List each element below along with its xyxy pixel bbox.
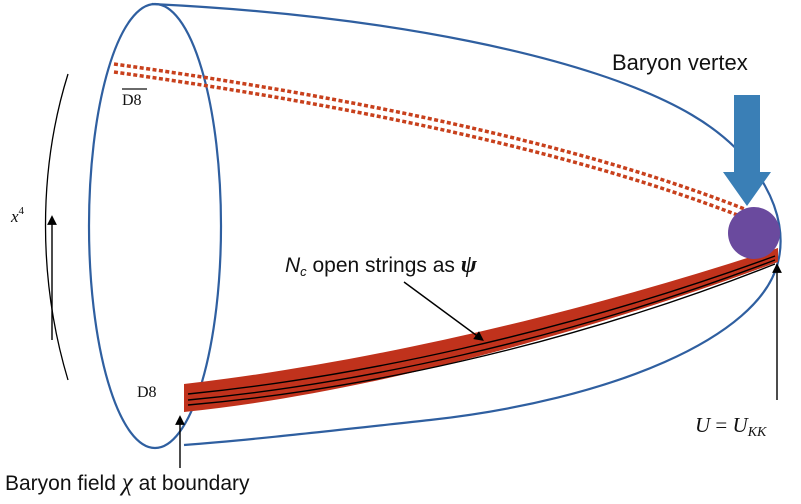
anti-d8-brane <box>113 62 753 220</box>
x4-label: x4 <box>10 205 25 226</box>
baryon-field-label: Baryon field χ at boundary <box>5 469 250 496</box>
boundary-ellipse <box>87 2 223 450</box>
d8-label: D8 <box>137 384 157 401</box>
d8-bar-label: D8 <box>122 92 142 109</box>
baryon-vertex-ball <box>728 207 780 259</box>
ukk-label: U = UKK <box>695 413 767 440</box>
baryon-vertex-label: Baryon vertex <box>612 50 748 75</box>
x4-arc <box>44 73 69 381</box>
strings-pointer-arrow <box>403 281 484 341</box>
d8-brane-band <box>184 248 778 412</box>
open-strings <box>187 255 776 406</box>
baryon-vertex-arrow <box>723 95 771 206</box>
tube-outline <box>151 2 782 447</box>
strings-label: Nc open strings as ψ <box>285 252 478 279</box>
